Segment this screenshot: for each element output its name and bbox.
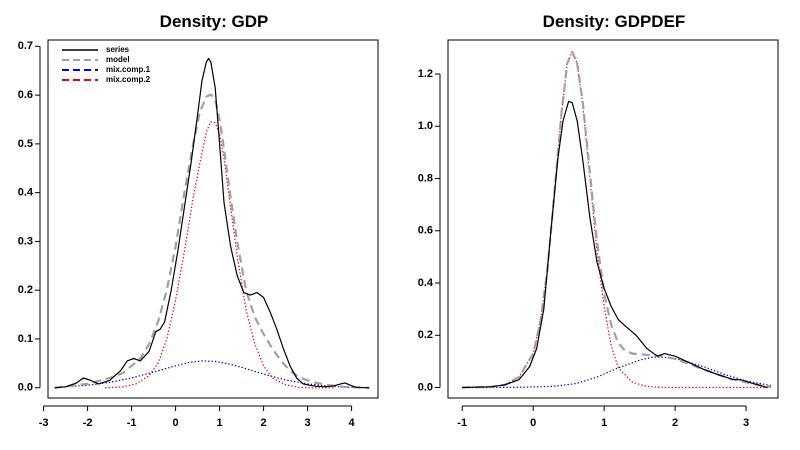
x-tick-label: 0 bbox=[530, 417, 536, 429]
chart-title: Density: GDP bbox=[160, 12, 269, 31]
y-tick-label: 0.6 bbox=[18, 89, 33, 101]
y-tick-label: 0.5 bbox=[18, 138, 33, 150]
x-tick-label: 0 bbox=[173, 417, 179, 429]
series-group bbox=[462, 50, 772, 389]
legend-label-mix-comp-1: mix.comp.1 bbox=[106, 65, 151, 74]
series-line-model bbox=[54, 93, 370, 389]
series-line-mix-comp-2 bbox=[105, 121, 334, 389]
y-tick-label: 0.0 bbox=[418, 381, 433, 393]
series-line-series bbox=[54, 57, 370, 389]
x-tick-label: 1 bbox=[217, 417, 223, 429]
plot-frame bbox=[47, 39, 379, 399]
panel-gdp: Density: GDP 0.0 0.1 0.2 0.3 0.4 0.5 0.6 0.7 -3 -2… bbox=[18, 12, 379, 429]
y-tick-label: 0.4 bbox=[418, 277, 434, 289]
y-tick-label: 0.7 bbox=[18, 40, 33, 52]
y-tick-label: 0.3 bbox=[18, 235, 33, 247]
x-tick-label: -3 bbox=[39, 417, 49, 429]
y-tick-label: 0.0 bbox=[18, 382, 33, 394]
y-tick-label: 0.8 bbox=[418, 172, 433, 184]
x-tick-label: 2 bbox=[672, 417, 678, 429]
x-tick-label: 3 bbox=[305, 417, 311, 429]
y-tick-label: 0.1 bbox=[18, 333, 33, 345]
x-tick-label: 3 bbox=[743, 417, 749, 429]
x-tick-label: -1 bbox=[127, 417, 137, 429]
panel-gdpdef: Density: GDPDEF 0.0 0.2 0.4 0.6 0.8 1.0 1.2 -1 0 1… bbox=[418, 12, 779, 429]
y-tick-label: 0.6 bbox=[418, 225, 433, 237]
legend-label-model: model bbox=[106, 55, 130, 64]
x-tick-label: -1 bbox=[457, 417, 467, 429]
series-line-mix-comp-1 bbox=[54, 360, 370, 389]
chart-title: Density: GDPDEF bbox=[543, 12, 686, 31]
y-tick-label: 0.2 bbox=[418, 329, 433, 341]
legend-label-mix-comp-2: mix.comp.2 bbox=[106, 75, 151, 84]
series-line-mix-comp-1 bbox=[462, 356, 772, 389]
x-tick-label: -2 bbox=[83, 417, 93, 429]
y-tick-label: 0.4 bbox=[18, 187, 34, 199]
series-line-series bbox=[462, 100, 768, 389]
x-tick-label: 2 bbox=[261, 417, 267, 429]
plot-frame bbox=[447, 39, 779, 399]
x-tick-label: 1 bbox=[601, 417, 607, 429]
x-tick-label: 4 bbox=[349, 417, 356, 429]
series-group bbox=[54, 57, 370, 389]
y-tick-label: 1.0 bbox=[418, 120, 433, 132]
legend-label-series: series bbox=[106, 45, 130, 54]
y-tick-label: 0.2 bbox=[18, 284, 33, 296]
y-tick-label: 1.2 bbox=[418, 68, 433, 80]
series-line-model bbox=[462, 50, 772, 389]
